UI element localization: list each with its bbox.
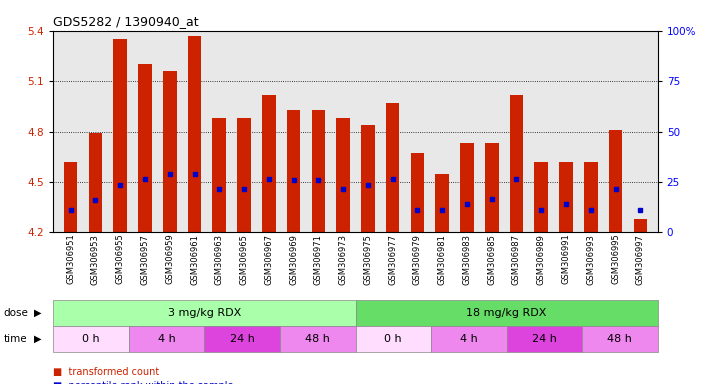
Text: 0 h: 0 h	[82, 334, 100, 344]
Bar	[356, 326, 431, 352]
Text: 48 h: 48 h	[607, 334, 632, 344]
Bar	[560, 162, 573, 232]
Bar	[431, 326, 506, 352]
Bar	[510, 94, 523, 232]
Bar	[262, 94, 276, 232]
Text: ▶: ▶	[34, 308, 42, 318]
Bar	[535, 162, 548, 232]
Bar	[460, 143, 474, 232]
Bar	[435, 174, 449, 232]
Text: 24 h: 24 h	[532, 334, 557, 344]
Text: ■  percentile rank within the sample: ■ percentile rank within the sample	[53, 381, 234, 384]
Bar	[411, 153, 424, 232]
Bar	[287, 110, 300, 232]
Bar	[205, 326, 280, 352]
Bar	[89, 133, 102, 232]
Bar	[584, 162, 598, 232]
Text: 3 mg/kg RDX: 3 mg/kg RDX	[168, 308, 241, 318]
Bar	[53, 326, 129, 352]
Bar	[138, 65, 151, 232]
Text: ■  transformed count: ■ transformed count	[53, 367, 159, 377]
Text: 18 mg/kg RDX: 18 mg/kg RDX	[466, 308, 547, 318]
Bar	[213, 118, 226, 232]
Bar	[237, 118, 251, 232]
Bar	[356, 300, 658, 326]
Text: GDS5282 / 1390940_at: GDS5282 / 1390940_at	[53, 15, 199, 28]
Bar	[129, 326, 205, 352]
Bar	[53, 300, 356, 326]
Bar	[361, 125, 375, 232]
Bar	[64, 162, 77, 232]
Bar	[311, 110, 325, 232]
Bar	[485, 143, 498, 232]
Bar	[582, 326, 658, 352]
Text: 0 h: 0 h	[385, 334, 402, 344]
Text: 4 h: 4 h	[460, 334, 478, 344]
Text: time: time	[4, 334, 27, 344]
Bar	[506, 326, 582, 352]
Bar	[386, 103, 400, 232]
Bar	[609, 130, 622, 232]
Text: ▶: ▶	[34, 334, 42, 344]
Bar	[280, 326, 356, 352]
Bar	[336, 118, 350, 232]
Text: 4 h: 4 h	[158, 334, 176, 344]
Text: 24 h: 24 h	[230, 334, 255, 344]
Text: dose: dose	[4, 308, 28, 318]
Bar	[188, 36, 201, 232]
Bar	[113, 39, 127, 232]
Text: 48 h: 48 h	[305, 334, 330, 344]
Bar	[634, 219, 647, 232]
Bar	[163, 71, 176, 232]
